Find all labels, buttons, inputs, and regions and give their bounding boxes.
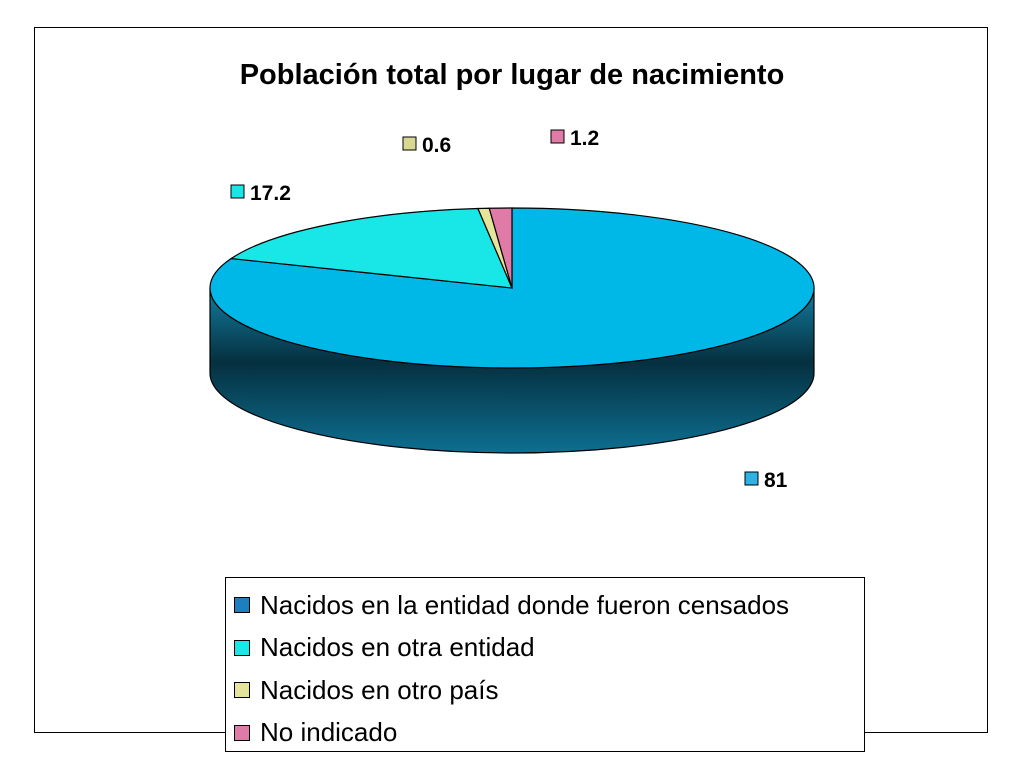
legend-label: Nacidos en otra entidad xyxy=(260,632,535,663)
legend-item: Nacidos en otra entidad xyxy=(234,627,864,670)
legend-swatch xyxy=(234,724,250,741)
pie-slice xyxy=(229,207,513,289)
data-label: 17.2 xyxy=(250,182,291,205)
legend-swatch xyxy=(234,597,250,614)
legend-item: Nacidos en otro país xyxy=(234,669,864,712)
data-labels: 81 17.2 0.6 1.2 xyxy=(230,127,788,492)
chart-frame: Población total por lugar de nacimiento … xyxy=(34,27,988,752)
legend: Nacidos en la entidad donde fueron censa… xyxy=(225,577,865,752)
data-label-swatch xyxy=(744,471,759,486)
legend-swatch xyxy=(234,682,250,699)
data-label-swatch xyxy=(402,136,417,151)
legend-swatch xyxy=(234,639,250,656)
legend-item: Nacidos en la entidad donde fueron censa… xyxy=(234,584,864,627)
chart-title: Población total por lugar de nacimiento xyxy=(240,59,785,91)
data-label: 81 xyxy=(764,469,788,492)
data-label-swatch xyxy=(230,184,245,199)
legend-label: No indicado xyxy=(260,717,398,748)
legend-label: Nacidos en la entidad donde fueron censa… xyxy=(260,589,790,620)
data-label: 0.6 xyxy=(422,134,451,157)
legend-item: No indicado xyxy=(234,712,864,755)
pie-slice xyxy=(488,207,513,289)
pie-slices xyxy=(209,207,815,369)
data-label-swatch xyxy=(550,129,565,144)
legend-label: Nacidos en otro país xyxy=(260,674,499,705)
pie-chart: Población total por lugar de nacimiento … xyxy=(209,59,815,492)
data-label: 1.2 xyxy=(570,127,599,150)
